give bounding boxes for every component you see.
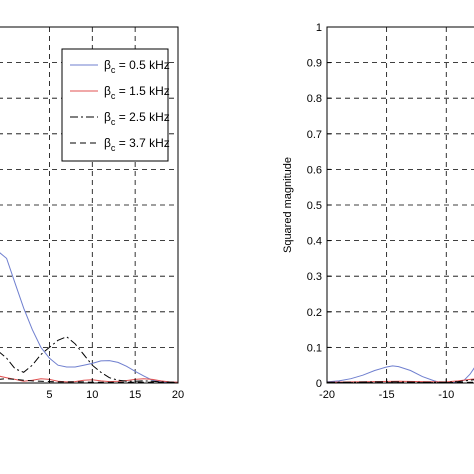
- left-series-line-4: [0, 378, 178, 383]
- y-tick-label: 0.3: [307, 271, 322, 283]
- y-axis-label: Squared magnitude: [282, 157, 294, 253]
- legend-entry: βc = 0.5 kHz: [104, 58, 170, 75]
- right-chart-panel: -20 -15 -10 0 0.1 0.2 0.3 0.4 0.5 0.6 0.7 0.8 0.9 1 Sq…: [282, 22, 474, 401]
- x-tick-label: -15: [379, 389, 395, 401]
- x-tick-label: 10: [86, 389, 98, 401]
- legend-entry: βc = 3.7 kHz: [104, 136, 170, 153]
- x-tick-label: 5: [46, 389, 52, 401]
- legend-entry: βc = 1.5 kHz: [104, 84, 170, 101]
- y-tick-label: 0: [316, 378, 322, 390]
- y-tick-label: 0.1: [307, 342, 322, 354]
- right-series-line-1: [327, 365, 474, 383]
- y-tick-label: 0.8: [307, 93, 322, 105]
- y-tick-label: 0.6: [307, 164, 322, 176]
- y-tick-label: 0.9: [307, 58, 322, 70]
- legend: βc = 0.5 kHz βc = 1.5 kHz βc = 2.5 kHz βc =…: [61, 48, 170, 162]
- y-tick-label: 0.2: [307, 307, 322, 319]
- y-tick-label: 0.4: [307, 236, 322, 248]
- x-tick-label: -20: [319, 389, 335, 401]
- x-tick-label: -10: [438, 389, 454, 401]
- x-tick-label: 15: [129, 389, 141, 401]
- left-axes-frame: [0, 26, 179, 384]
- x-tick-label: 20: [172, 389, 184, 401]
- y-tick-label: 0.7: [307, 129, 322, 141]
- left-chart-panel: 5 10 15 20 βc = 0.5 kHz βc = 1.5 kHz βc = 2.5 …: [0, 26, 184, 401]
- y-tick-label: 0.5: [307, 200, 322, 212]
- legend-box: [61, 48, 169, 162]
- left-series-line-3: [0, 336, 178, 383]
- y-tick-label: 1: [316, 22, 322, 34]
- legend-entry: βc = 2.5 kHz: [104, 110, 170, 127]
- left-series-line-1: [0, 252, 178, 383]
